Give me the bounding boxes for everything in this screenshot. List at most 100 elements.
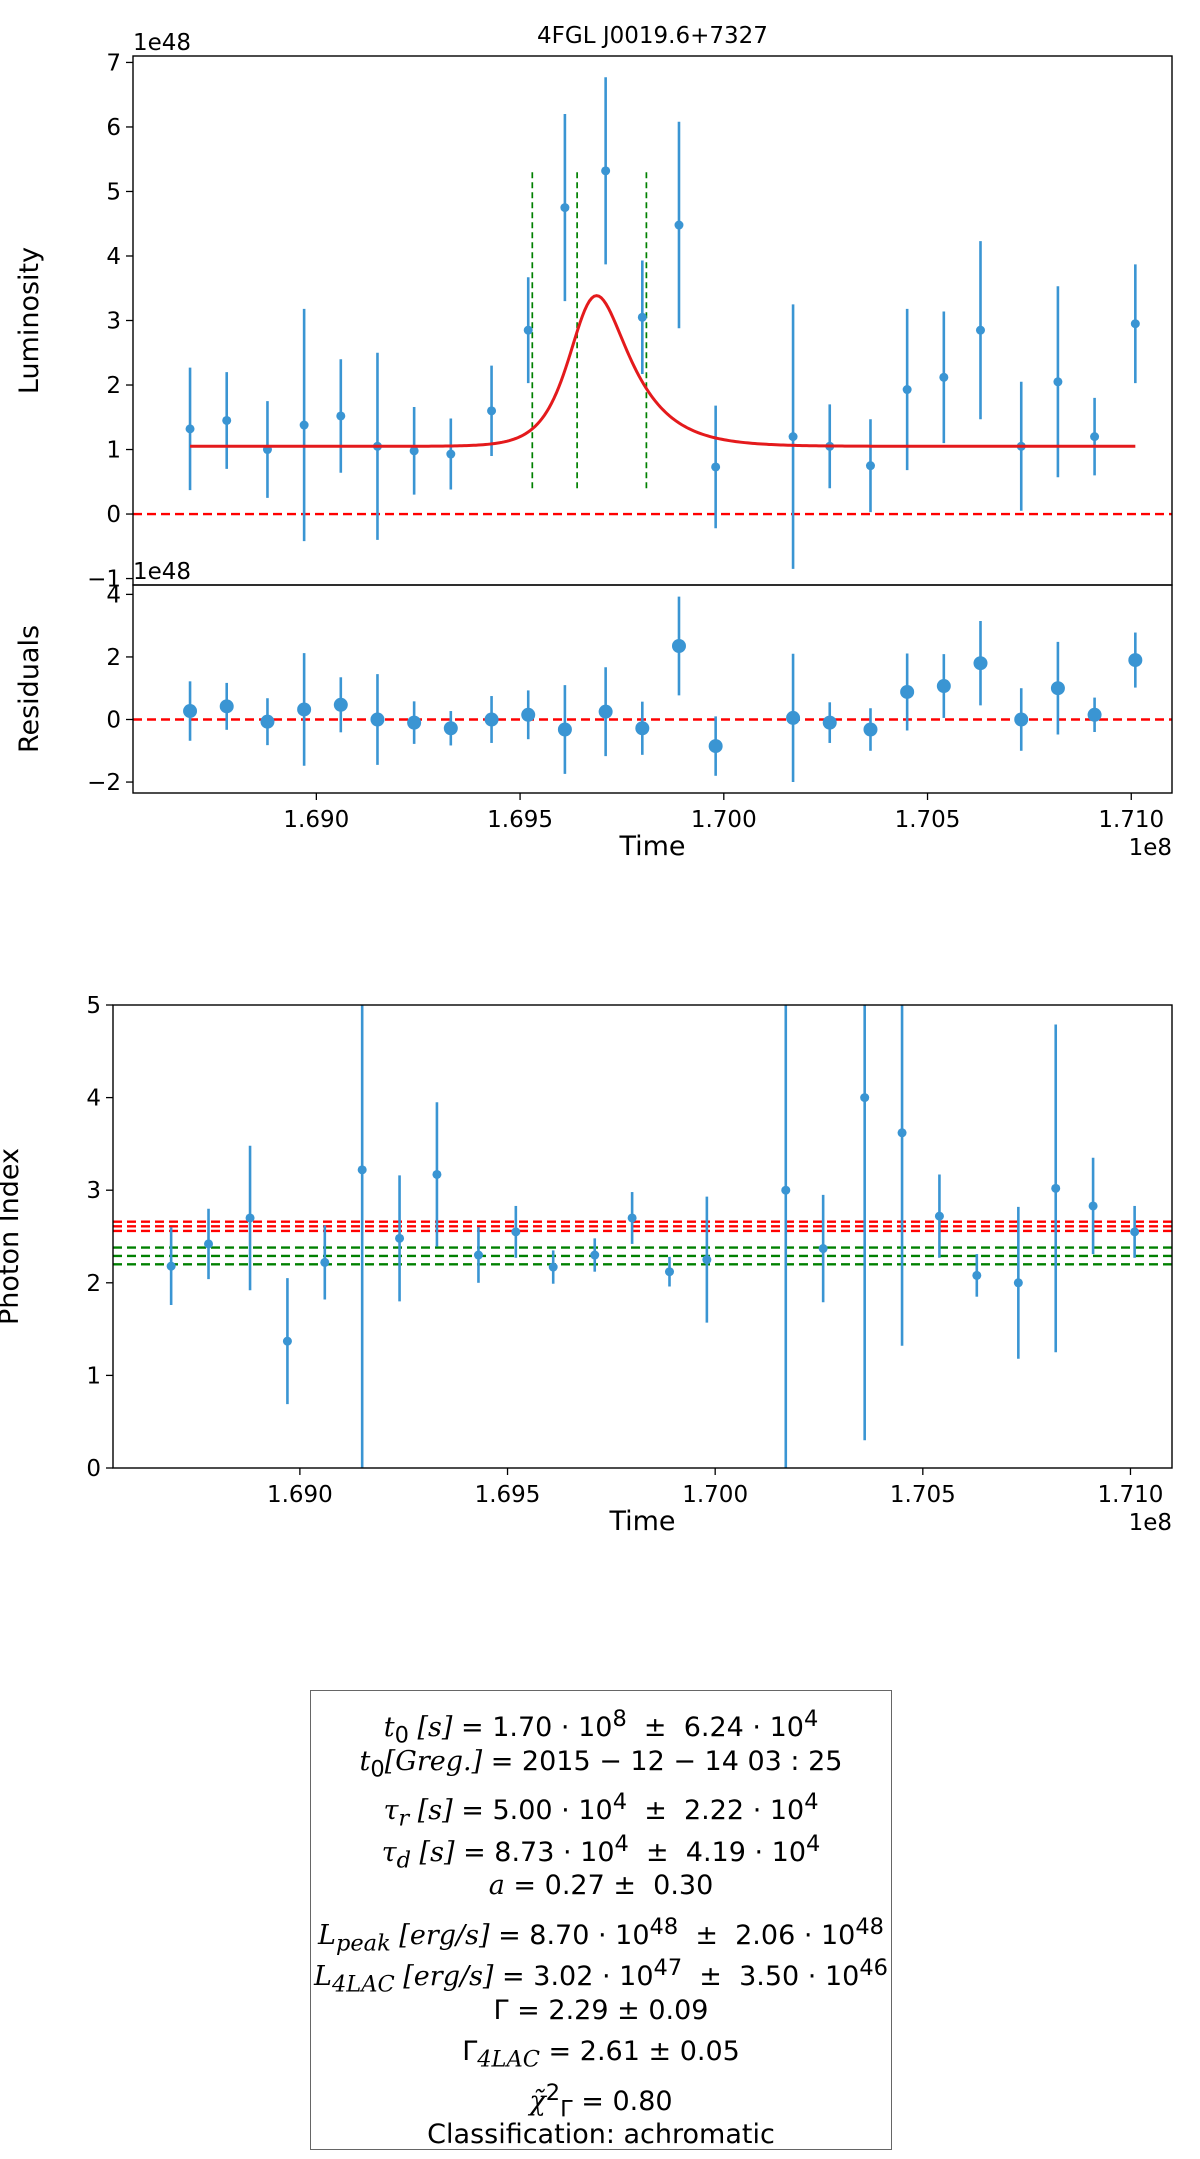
- data-point: [822, 715, 837, 730]
- data-point: [166, 1261, 176, 1271]
- data-point: [260, 714, 275, 729]
- data-point: [1128, 653, 1143, 668]
- luminosity-panel: −1 0 1 2 3 4 5 6 7 Luminosity 1e48 4FGL J0019.6+732…: [14, 23, 1173, 593]
- data-point: [708, 739, 723, 754]
- param-a: a = 0.27 ± 0.30: [488, 1870, 714, 1901]
- param-l-peak: Lpeak [erg/s] = 8.70 · 1048 ± 2.06 · 104…: [318, 1913, 884, 1956]
- y-tick-label: 2: [106, 373, 121, 399]
- plot-area: [133, 596, 1172, 783]
- data-point: [1014, 712, 1029, 727]
- param-gamma: Γ = 2.29 ± 0.09: [493, 1994, 709, 2026]
- y-offset-label: 1e48: [133, 30, 191, 56]
- y-tick-label: 2: [106, 645, 121, 671]
- param-t0: t0 [s] = 1.70 · 108 ± 6.24 · 104: [383, 1706, 819, 1749]
- x-tick-label: 1.710: [1098, 1482, 1164, 1508]
- data-point: [865, 461, 875, 471]
- y-tick-label: 0: [106, 707, 121, 733]
- y-tick-label: 3: [86, 1178, 101, 1204]
- data-point: [521, 707, 536, 722]
- x-tick-label: 1.695: [487, 807, 553, 833]
- data-point: [627, 1213, 637, 1223]
- data-point: [788, 432, 798, 442]
- data-point: [973, 656, 988, 671]
- x-offset-label: 1e8: [1129, 1510, 1172, 1536]
- axes-frame: [132, 584, 1173, 794]
- x-tick-label: 1.695: [475, 1482, 541, 1508]
- data-point: [598, 704, 613, 719]
- data-point: [299, 420, 309, 430]
- y-tick-label: 0: [106, 502, 121, 528]
- y-tick-label: 2: [86, 1271, 101, 1297]
- y-tick-label: 1: [86, 1363, 101, 1389]
- data-point: [975, 325, 985, 335]
- param-tau-d: τd [s] = 8.73 · 104 ± 4.19 · 104: [381, 1830, 821, 1873]
- param-l-4lac: L4LAC [erg/s] = 3.02 · 1047 ± 3.50 · 104…: [314, 1955, 888, 1998]
- data-point: [1090, 432, 1100, 442]
- figure-canvas: −1 0 1 2 3 4 5 6 7 Luminosity 1e48 4FGL J0019.6+732…: [0, 23, 1173, 1537]
- data-point: [484, 712, 499, 727]
- data-point: [1013, 1278, 1023, 1288]
- data-point: [432, 1169, 442, 1179]
- data-point: [818, 1244, 828, 1254]
- data-point: [664, 1267, 674, 1277]
- data-point: [1051, 1183, 1061, 1193]
- data-point: [702, 1255, 712, 1265]
- data-point: [487, 406, 497, 416]
- x-tick-label: 1.700: [682, 1482, 748, 1508]
- data-point: [939, 372, 949, 382]
- y-tick-label: 7: [106, 50, 121, 76]
- photon-index-panel: 0 1 2 3 4 5 1.690 1.695 1.700 1.705 1.710 Time 1e8 Ph…: [0, 993, 1173, 1537]
- data-point: [511, 1227, 521, 1237]
- y-tick-label: 5: [86, 993, 101, 1019]
- plot-area: [113, 1005, 1172, 1468]
- y-tick-label: 5: [106, 179, 121, 205]
- data-point: [473, 1250, 483, 1260]
- data-point: [674, 220, 684, 230]
- data-point: [897, 1128, 907, 1138]
- y-tick-label: 4: [106, 244, 121, 270]
- fit-parameters-box: t0 [s] = 1.70 · 108 ± 6.24 · 104 t0[Greg…: [310, 1690, 892, 2150]
- data-point: [1050, 681, 1065, 696]
- data-point: [557, 722, 572, 737]
- x-offset-label: 1e8: [1129, 835, 1172, 861]
- data-point: [282, 1336, 292, 1346]
- data-point: [1130, 1227, 1140, 1237]
- data-point: [934, 1211, 944, 1221]
- data-point: [671, 638, 686, 653]
- data-point: [407, 715, 422, 730]
- data-point: [333, 697, 348, 712]
- data-point: [548, 1262, 558, 1272]
- data-point: [245, 1213, 255, 1223]
- axes-frame: [112, 1004, 1173, 1469]
- data-point: [972, 1270, 982, 1280]
- data-point: [219, 699, 234, 714]
- x-tick-label: 1.705: [890, 1482, 956, 1508]
- y-tick-label: 4: [86, 1086, 101, 1112]
- y-tick-label: 3: [106, 309, 121, 335]
- data-point: [320, 1257, 330, 1267]
- data-point: [1053, 377, 1063, 387]
- data-point: [1088, 1201, 1098, 1211]
- param-t0-greg: t0[Greg.] = 2015 − 12 − 14 03 : 25: [359, 1745, 843, 1782]
- param-chi2: χ̃2Γ = 0.80: [529, 2079, 673, 2122]
- x-axis-label: Time: [608, 1506, 675, 1537]
- x-tick-label: 1.700: [691, 807, 757, 833]
- data-point: [863, 722, 878, 737]
- data-point: [183, 704, 198, 719]
- x-tick-label: 1.690: [283, 807, 349, 833]
- data-point: [395, 1233, 405, 1243]
- data-point: [523, 325, 533, 335]
- data-point: [446, 449, 456, 459]
- y-offset-label: 1e48: [133, 559, 191, 585]
- data-point: [711, 462, 721, 472]
- residuals-panel: −2 0 2 4 1.690 1.695 1.700 1.705 1.710 Time 1e8 Res…: [14, 559, 1173, 862]
- data-point: [336, 411, 346, 421]
- data-point: [357, 1165, 367, 1175]
- data-point: [204, 1239, 214, 1249]
- y-tick-label: 6: [106, 115, 121, 141]
- param-classification: Classification: achromatic: [427, 2119, 775, 2150]
- y-tick-label: −2: [87, 770, 121, 796]
- x-tick-label: 1.710: [1098, 807, 1164, 833]
- data-point: [781, 1185, 791, 1195]
- y-tick-label: 0: [86, 1456, 101, 1482]
